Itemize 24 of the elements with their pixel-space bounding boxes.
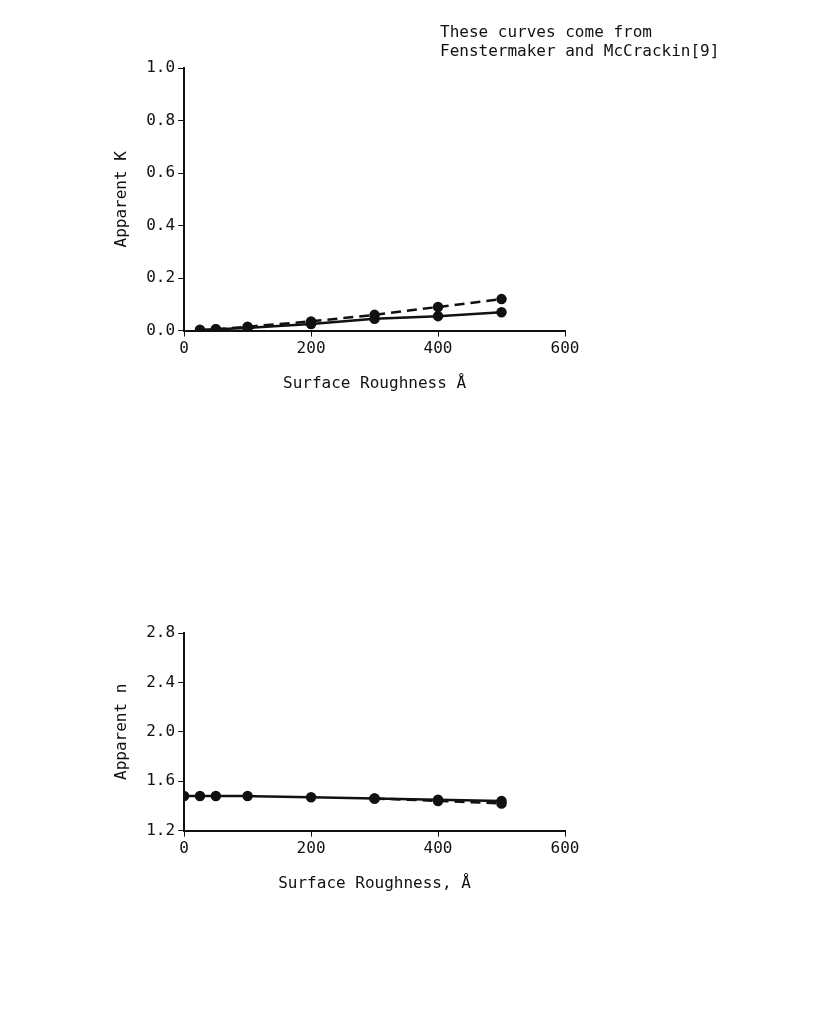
- x-tick-label: 400: [423, 838, 453, 858]
- x-tick-label: 200: [296, 338, 326, 358]
- y-tick-label: 0.4: [146, 214, 176, 234]
- text: These curves come from Fenstermaker and McCrackin[9]: [440, 22, 720, 60]
- y-tick-label: 2.8: [146, 622, 176, 642]
- x-axis-title: Surface Roughness, Å: [278, 872, 472, 892]
- x-tick-label: 400: [423, 338, 453, 358]
- x-tick-label: 0: [179, 838, 189, 858]
- x-axis-title: Surface Roughness Å: [283, 372, 467, 392]
- y-tick-label: 0.2: [146, 267, 176, 287]
- y-tick-label: 2.4: [146, 671, 176, 691]
- x-tick-label: 600: [550, 838, 580, 858]
- y-tick-label: 1.0: [146, 57, 176, 77]
- y-axis-title: Apparent K: [110, 150, 130, 248]
- x-tick-label: 600: [550, 338, 580, 358]
- y-tick-label: 0.8: [146, 109, 176, 129]
- y-tick-label: 1.6: [146, 770, 176, 790]
- x-tick-label: 200: [296, 838, 326, 858]
- x-tick-label: 0: [179, 338, 189, 358]
- y-tick-label: 2.0: [146, 720, 176, 740]
- y-tick-label: 0.6: [146, 162, 176, 182]
- y-tick-label: 1.2: [146, 819, 176, 839]
- y-axis-title: Apparent n: [110, 683, 130, 780]
- y-tick-label: 0.0: [146, 319, 176, 339]
